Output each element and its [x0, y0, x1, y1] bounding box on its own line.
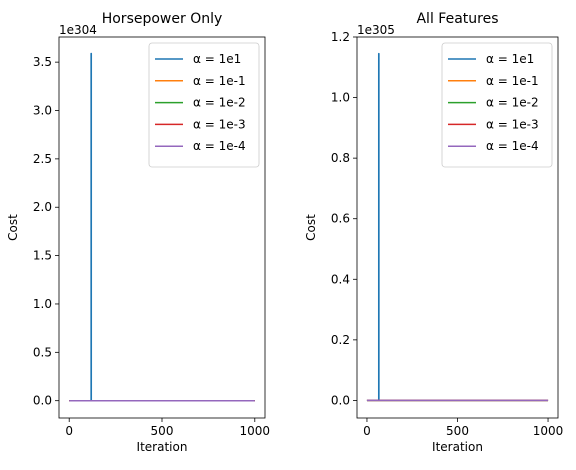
chart-title: Horsepower Only: [102, 11, 223, 27]
legend: α = 1e1 α = 1e-1 α = 1e-2 α = 1e-3 α = 1e-4: [148, 42, 260, 168]
y-tick-label: 2.5: [33, 152, 52, 166]
y-tick-label: 0.0: [331, 393, 350, 407]
y-axis-label: Cost: [6, 214, 20, 241]
chart-title: All Features: [416, 11, 498, 27]
legend: α = 1e1 α = 1e-1 α = 1e-2 α = 1e-3 α = 1e-4: [441, 42, 553, 168]
y-offset-label: 1e305: [357, 23, 395, 37]
y-tick-label: 0.0: [33, 394, 52, 408]
legend-label: α = 1e-3: [193, 117, 246, 131]
legend-label: α = 1e1: [193, 52, 241, 66]
x-tick-label: 1000: [533, 424, 564, 438]
y-tick-label: 1.5: [33, 249, 52, 263]
y-offset-label: 1e304: [59, 23, 97, 37]
x-tick-label: 500: [151, 424, 174, 438]
x-tick-label: 0: [363, 424, 371, 438]
y-tick-label: 3.0: [33, 104, 52, 118]
y-tick-label: 0.6: [331, 212, 350, 226]
y-tick-label: 0.8: [331, 151, 350, 165]
x-tick-label: 1000: [240, 424, 271, 438]
legend-label: α = 1e-2: [193, 96, 246, 110]
y-axis-label: Cost: [304, 214, 318, 241]
legend-label: α = 1e1: [486, 52, 534, 66]
y-tick-label: 1.0: [331, 91, 350, 105]
legend-label: α = 1e-1: [486, 74, 539, 88]
y-tick-label: 0.5: [33, 345, 52, 359]
axes-frame: [58, 36, 266, 419]
x-tick-label: 0: [65, 424, 73, 438]
x-axis-label: Iteration: [432, 440, 483, 454]
legend-label: α = 1e-3: [486, 117, 539, 131]
y-tick-label: 3.5: [33, 55, 52, 69]
legend-label: α = 1e-2: [486, 96, 539, 110]
legend-box: [441, 42, 553, 168]
y-tick-label: 2.0: [33, 200, 52, 214]
y-tick-label: 1.0: [33, 297, 52, 311]
legend-label: α = 1e-4: [193, 139, 246, 153]
y-tick-label: 0.4: [331, 272, 350, 286]
subplot-2: All Features 1e305 0 500 1000 0.0 0.2 0.4 0.6 0.8…: [304, 11, 563, 454]
y-tick-label: 1.2: [331, 30, 350, 44]
x-tick-label: 500: [446, 424, 469, 438]
axes-frame: [356, 36, 559, 419]
legend-label: α = 1e-1: [193, 74, 246, 88]
x-axis-label: Iteration: [137, 440, 188, 454]
subplot-1: Horsepower Only 1e304 0 500 1000 0.0 0.5 1.0 1.5…: [6, 11, 270, 454]
legend-box: [148, 42, 260, 168]
y-tick-label: 0.2: [331, 333, 350, 347]
legend-label: α = 1e-4: [486, 139, 539, 153]
